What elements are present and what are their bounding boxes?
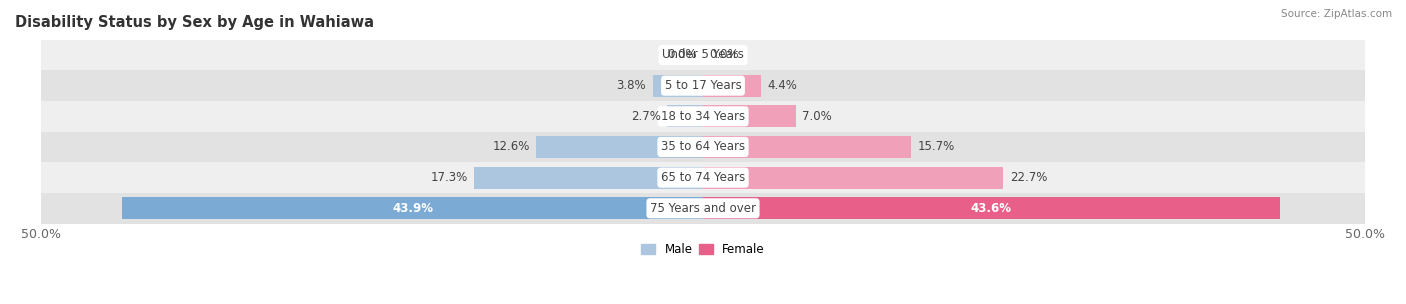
- Legend: Male, Female: Male, Female: [637, 238, 769, 261]
- Text: 12.6%: 12.6%: [492, 140, 530, 154]
- Text: 2.7%: 2.7%: [631, 110, 661, 123]
- Text: 5 to 17 Years: 5 to 17 Years: [665, 79, 741, 92]
- Text: 0.0%: 0.0%: [710, 48, 740, 61]
- Text: Source: ZipAtlas.com: Source: ZipAtlas.com: [1281, 9, 1392, 19]
- Text: 22.7%: 22.7%: [1010, 171, 1047, 184]
- Bar: [41, 101, 1365, 132]
- Bar: [652, 74, 703, 97]
- Bar: [536, 136, 703, 158]
- Text: 18 to 34 Years: 18 to 34 Years: [661, 110, 745, 123]
- Bar: [703, 105, 796, 127]
- Text: 15.7%: 15.7%: [917, 140, 955, 154]
- Text: 43.9%: 43.9%: [392, 202, 433, 215]
- Text: 3.8%: 3.8%: [616, 79, 647, 92]
- Text: 7.0%: 7.0%: [803, 110, 832, 123]
- Bar: [41, 193, 1365, 224]
- Text: 43.6%: 43.6%: [972, 202, 1012, 215]
- Bar: [41, 40, 1365, 70]
- Bar: [122, 197, 703, 219]
- Bar: [41, 70, 1365, 101]
- Text: 75 Years and over: 75 Years and over: [650, 202, 756, 215]
- Text: 35 to 64 Years: 35 to 64 Years: [661, 140, 745, 154]
- Bar: [703, 167, 1004, 189]
- Text: Disability Status by Sex by Age in Wahiawa: Disability Status by Sex by Age in Wahia…: [15, 15, 374, 30]
- Text: 17.3%: 17.3%: [430, 171, 467, 184]
- Text: 4.4%: 4.4%: [768, 79, 797, 92]
- Text: Under 5 Years: Under 5 Years: [662, 48, 744, 61]
- Bar: [41, 132, 1365, 162]
- Bar: [703, 197, 1279, 219]
- Bar: [668, 105, 703, 127]
- Bar: [474, 167, 703, 189]
- Bar: [703, 136, 911, 158]
- Text: 0.0%: 0.0%: [666, 48, 696, 61]
- Bar: [41, 162, 1365, 193]
- Text: 65 to 74 Years: 65 to 74 Years: [661, 171, 745, 184]
- Bar: [703, 74, 761, 97]
